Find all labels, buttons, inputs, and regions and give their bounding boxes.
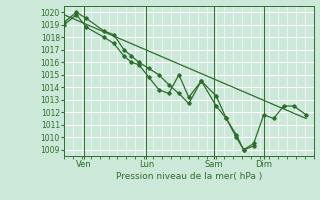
X-axis label: Pression niveau de la mer( hPa ): Pression niveau de la mer( hPa ) bbox=[116, 172, 262, 181]
